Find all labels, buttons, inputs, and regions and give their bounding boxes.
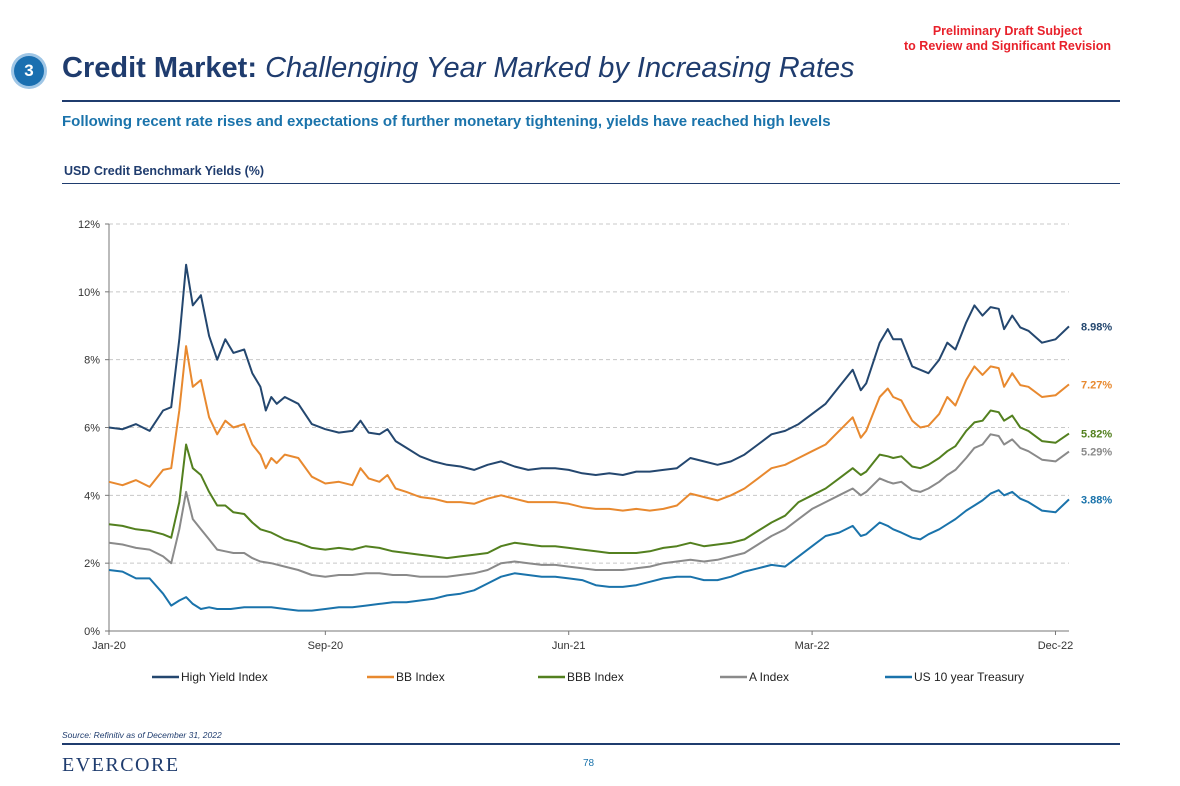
footer-divider [62, 743, 1120, 745]
draft-notice: Preliminary Draft Subject to Review and … [904, 24, 1111, 54]
y-tick-label: 10% [78, 287, 100, 299]
series-line-bbb-index [108, 409, 1070, 560]
legend-label: BBB Index [567, 670, 624, 684]
legend-label: BB Index [396, 670, 445, 684]
series-end-label: 5.82% [1081, 429, 1112, 441]
x-tick-label: Jun-21 [552, 640, 586, 652]
page-number: 78 [583, 758, 595, 769]
series-line-high-yield-index [108, 263, 1070, 476]
x-tick-label: Jan-20 [92, 640, 126, 652]
series-line-us-10-year-treasury [108, 489, 1070, 612]
legend-label: A Index [749, 670, 789, 684]
page-title-italic: Challenging Year Marked by Increasing Ra… [265, 52, 855, 84]
chart-title: USD Credit Benchmark Yields (%) [64, 164, 265, 178]
y-tick-label: 8% [84, 355, 100, 367]
section-number-badge: 3 [14, 56, 44, 86]
page-title: Credit Market: Challenging Year Marked b… [62, 52, 855, 85]
legend-label: US 10 year Treasury [914, 670, 1024, 684]
series-end-label: 5.29% [1081, 447, 1112, 459]
draft-notice-line1: Preliminary Draft Subject [932, 24, 1083, 38]
series-end-label: 8.98% [1081, 321, 1112, 333]
page-title-bold: Credit Market: [62, 52, 257, 84]
draft-notice-line2: to Review and Significant Revision [904, 39, 1111, 53]
series-end-label: 3.88% [1081, 494, 1112, 506]
y-tick-label: 2% [84, 558, 100, 570]
page-subtitle: Following recent rate rises and expectat… [62, 113, 831, 130]
source-note: Source: Refinitiv as of December 31, 202… [62, 730, 222, 740]
x-tick-label: Sep-20 [308, 640, 343, 652]
evercore-logo: EVERCORE [62, 754, 180, 776]
legend-label: High Yield Index [181, 670, 268, 684]
x-tick-label: Mar-22 [795, 640, 830, 652]
chart-title-divider [62, 183, 1120, 184]
series-line-a-index [108, 433, 1070, 578]
y-tick-label: 6% [84, 423, 100, 435]
series-line-bb-index [108, 345, 1070, 512]
y-tick-label: 0% [84, 626, 100, 638]
series-end-label: 7.27% [1081, 379, 1112, 391]
y-tick-label: 12% [78, 219, 100, 231]
y-tick-label: 4% [84, 490, 100, 502]
title-divider [62, 100, 1120, 102]
x-tick-label: Dec-22 [1038, 640, 1073, 652]
